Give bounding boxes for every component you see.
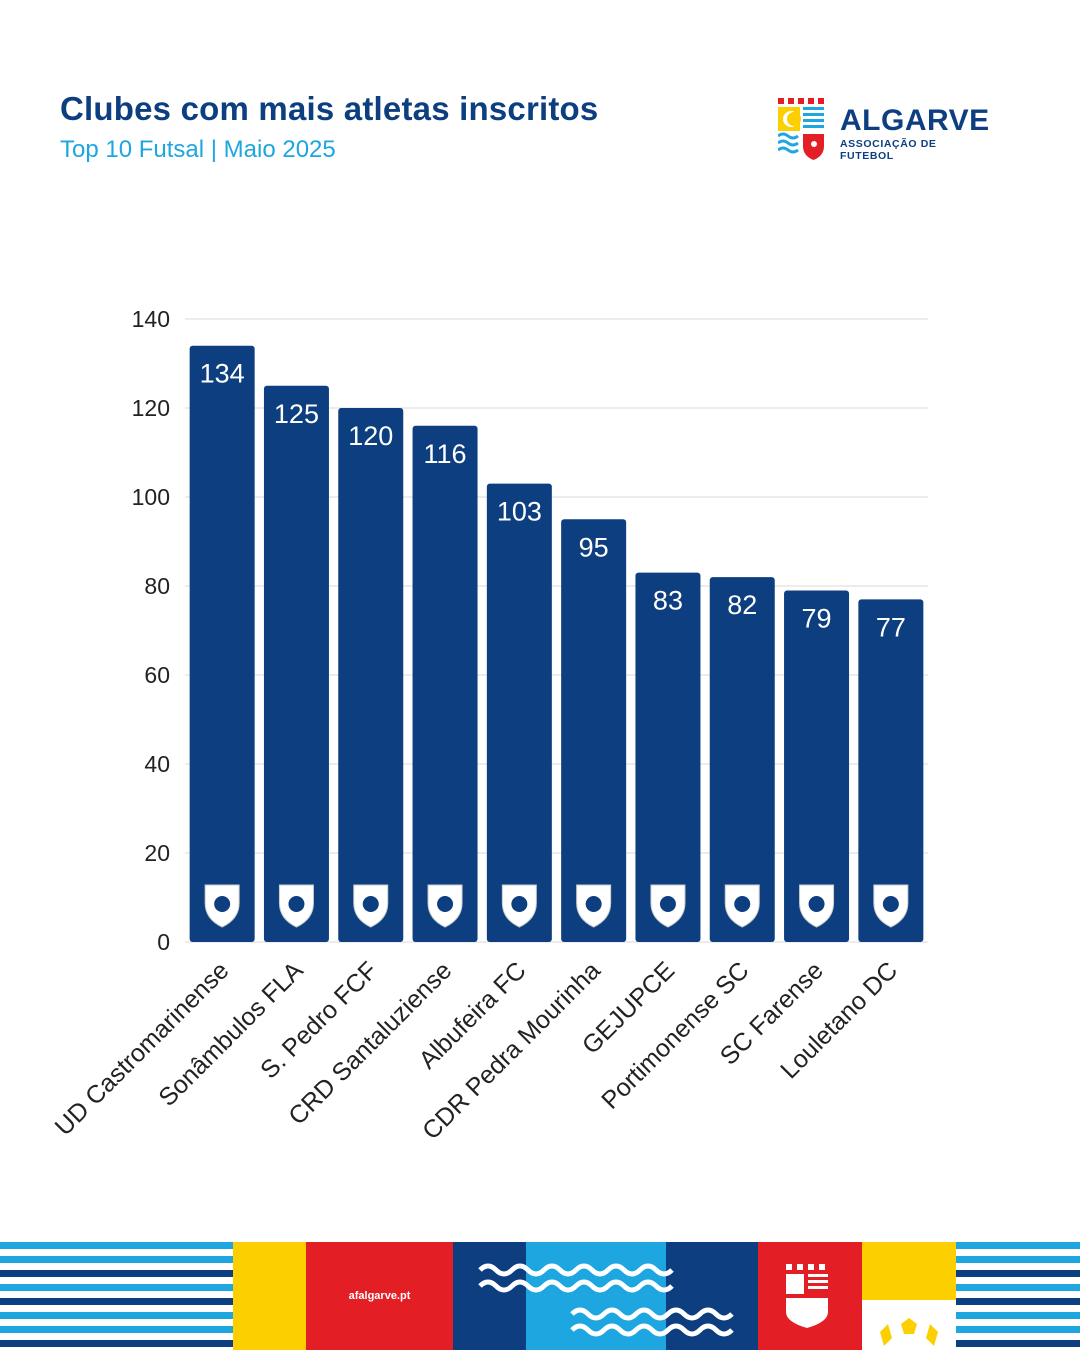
bar: [635, 572, 701, 942]
y-tick-label: 40: [144, 751, 170, 777]
bar: [784, 590, 850, 942]
bar: [486, 483, 552, 942]
data-label: 134: [200, 359, 245, 389]
data-label: 125: [274, 399, 319, 429]
data-label: 95: [579, 532, 609, 562]
data-label: 79: [802, 603, 832, 633]
bar: [709, 577, 775, 942]
bar: [263, 385, 329, 942]
algarve-crest-icon: [777, 98, 824, 160]
association-logo: ALGARVE ASSOCIAÇÃO DE FUTEBOL: [777, 98, 990, 162]
chart-title: Clubes com mais atletas inscritos: [60, 90, 599, 127]
data-label: 116: [424, 439, 467, 469]
data-label: 82: [727, 590, 757, 620]
footer-decoration: [0, 1242, 1080, 1350]
crest-outline-icon: [786, 1264, 828, 1328]
brand-tagline: ASSOCIAÇÃO DE FUTEBOL: [840, 138, 937, 162]
data-label: 120: [348, 421, 393, 451]
brand-name: ALGARVE: [840, 104, 990, 137]
data-label: 83: [653, 586, 683, 616]
bar: [189, 345, 255, 942]
club-crest-icon: [427, 884, 463, 928]
club-crest-icon: [576, 884, 612, 928]
y-tick-label: 120: [132, 395, 170, 421]
bar: [561, 519, 627, 942]
bar: [338, 408, 404, 942]
data-label: 77: [876, 612, 906, 642]
footer-url[interactable]: afalgarve.pt: [348, 1290, 411, 1302]
footer-stripes-right: [956, 1242, 1080, 1347]
club-crest-icon: [724, 884, 760, 928]
footer-banner: afalgarve.pt: [0, 1242, 1080, 1350]
y-tick-label: 0: [157, 929, 170, 955]
club-crest-icon: [278, 884, 314, 928]
club-crest-icon: [501, 884, 537, 928]
y-tick-label: 140: [132, 306, 170, 332]
club-crest-icon: [650, 884, 686, 928]
chart-subtitle: Top 10 Futsal | Maio 2025: [60, 136, 336, 163]
bar: [412, 425, 478, 942]
y-tick-label: 20: [144, 840, 170, 866]
club-crest-icon: [873, 884, 909, 928]
data-label: 103: [497, 497, 542, 527]
y-tick-label: 60: [144, 662, 170, 688]
waves-icon: [478, 1263, 734, 1337]
bar: [858, 599, 924, 942]
ball-icon: [880, 1318, 938, 1346]
y-tick-label: 100: [132, 484, 170, 510]
club-crest-icon: [204, 884, 240, 928]
club-crest-icon: [799, 884, 835, 928]
footer-stripes-left: [0, 1242, 233, 1350]
club-crest-icon: [353, 884, 389, 928]
y-tick-label: 80: [144, 573, 170, 599]
